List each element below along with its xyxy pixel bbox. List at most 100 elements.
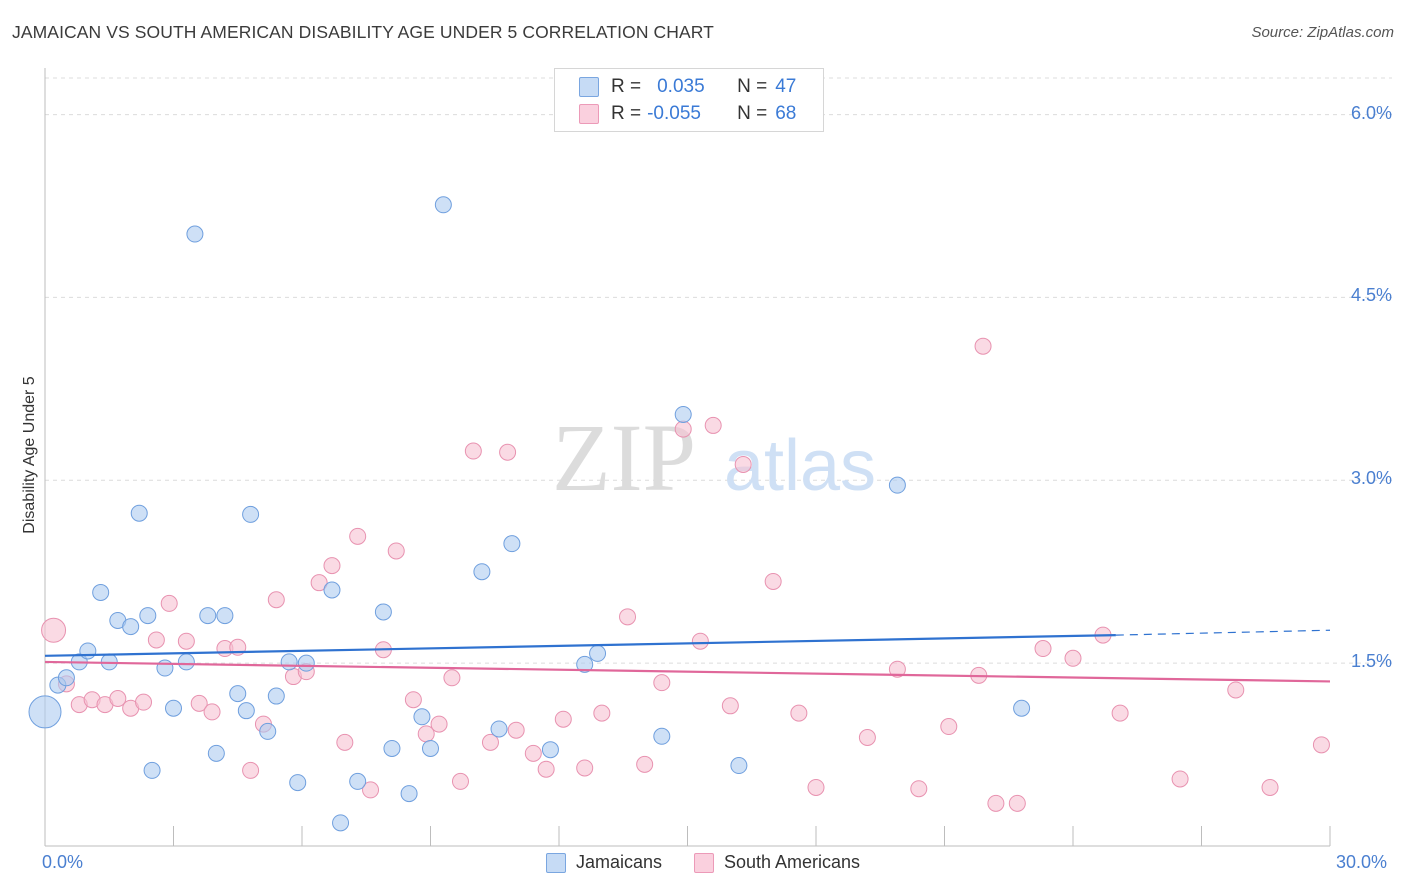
data-point <box>216 607 234 625</box>
south-americans-trend-line <box>44 660 1331 683</box>
legend-label-south-americans: South Americans <box>723 852 861 872</box>
data-point <box>267 687 285 705</box>
source-label: Source: ZipAtlas.com <box>1251 24 1394 41</box>
data-point <box>413 708 431 726</box>
legend-label-jamaicans: Jamaicans <box>575 852 662 872</box>
data-point <box>374 603 392 621</box>
data-point <box>1312 736 1330 754</box>
data-point <box>443 669 461 687</box>
data-point <box>1013 699 1031 717</box>
data-point <box>177 653 195 671</box>
legend-item-south-americans[interactable]: South Americans <box>693 852 861 873</box>
data-point <box>987 794 1005 812</box>
data-point <box>589 644 607 662</box>
data-point <box>653 674 671 692</box>
jamaicans-points <box>28 196 1031 832</box>
y-tick-label: 1.5% <box>1350 651 1392 672</box>
data-point <box>704 416 722 434</box>
data-point <box>430 715 448 733</box>
data-point <box>387 542 405 560</box>
y-tick-label: 6.0% <box>1350 102 1392 123</box>
data-point <box>537 760 555 778</box>
x-tick-label-max: 30.0% <box>1336 852 1388 872</box>
data-point <box>41 617 67 643</box>
data-point <box>790 704 808 722</box>
data-point <box>199 607 217 625</box>
x-tick-label-min: 0.0% <box>42 852 84 872</box>
data-point <box>541 741 559 759</box>
data-point <box>499 443 517 461</box>
data-point <box>139 607 157 625</box>
data-point <box>156 659 174 677</box>
r-value: 0.035 <box>657 76 705 97</box>
data-point <box>734 455 752 473</box>
data-point <box>349 527 367 545</box>
data-point <box>400 785 418 803</box>
data-point <box>203 703 221 721</box>
data-point <box>237 702 255 720</box>
r-value: -0.055 <box>647 103 701 124</box>
data-point <box>503 535 521 553</box>
data-point <box>940 718 958 736</box>
data-point <box>807 778 825 796</box>
data-point <box>636 755 654 773</box>
data-point <box>297 654 315 672</box>
data-point <box>336 733 354 751</box>
data-point <box>1261 778 1279 796</box>
data-point <box>974 337 992 355</box>
data-point <box>332 814 350 832</box>
south-americans-legend-swatch <box>693 852 714 873</box>
data-point <box>165 699 182 717</box>
data-point <box>1171 770 1189 788</box>
data-point <box>242 761 260 779</box>
jamaicans-legend-swatch <box>545 852 566 873</box>
data-point <box>576 759 594 777</box>
data-point <box>310 574 328 592</box>
data-point <box>619 608 637 626</box>
data-point <box>473 563 491 581</box>
data-point <box>383 739 401 757</box>
data-point <box>593 704 611 722</box>
jamaicans-swatch <box>579 77 599 97</box>
data-point <box>404 691 422 709</box>
data-point <box>721 697 739 715</box>
data-point <box>362 781 380 799</box>
r-label: R = <box>611 76 642 97</box>
y-tick-label: 3.0% <box>1350 468 1392 489</box>
data-point <box>79 642 97 660</box>
grid-lines <box>45 77 1392 664</box>
data-point <box>186 225 204 243</box>
data-point <box>507 721 525 739</box>
data-point <box>1034 640 1052 658</box>
data-point <box>1227 681 1245 699</box>
data-point <box>764 572 782 590</box>
legend-item-jamaicans[interactable]: Jamaicans <box>545 852 662 873</box>
data-point <box>267 591 285 609</box>
n-label: N = <box>737 76 768 97</box>
data-point <box>524 744 542 762</box>
correlation-legend: R = 0.035 N = 47 R = -0.055 N = 68 <box>554 68 824 132</box>
data-point <box>730 757 748 775</box>
data-point <box>674 405 692 423</box>
data-point <box>242 505 260 523</box>
data-point <box>323 581 341 599</box>
data-point <box>554 710 572 728</box>
data-point <box>160 594 178 612</box>
y-tick-label: 4.5% <box>1350 285 1392 306</box>
data-point <box>280 653 298 671</box>
data-point <box>422 739 439 757</box>
data-point <box>349 772 367 790</box>
data-point <box>434 196 452 214</box>
n-label: N = <box>737 103 768 124</box>
watermark: ZIP atlas <box>552 404 876 511</box>
data-point <box>888 476 906 494</box>
data-point <box>122 618 140 636</box>
data-point <box>57 669 75 687</box>
data-point <box>858 729 876 747</box>
watermark-zip: ZIP <box>552 404 696 511</box>
data-point <box>323 557 341 575</box>
data-point <box>576 655 594 673</box>
data-point <box>691 632 709 650</box>
data-point <box>910 780 928 798</box>
